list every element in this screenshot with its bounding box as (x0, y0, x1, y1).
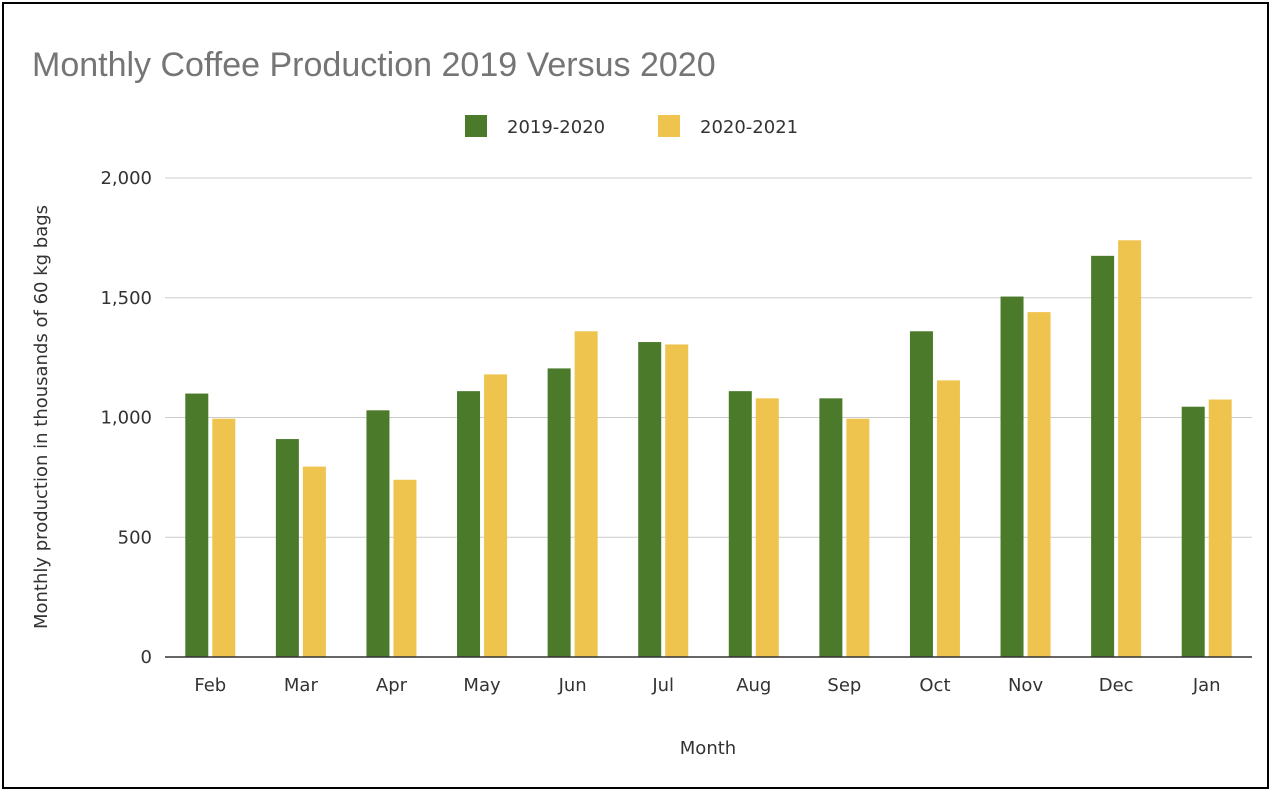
bar-2020-2021-apr (393, 479, 417, 657)
x-tick-label-sep: Sep (827, 675, 861, 696)
x-tick-label-apr: Apr (376, 675, 408, 696)
bar-2020-2021-oct (936, 380, 960, 657)
x-tick-label-jul: Jul (651, 675, 674, 696)
x-tick-label-jun: Jun (558, 675, 587, 696)
bar-2019-2020-mar (275, 439, 299, 657)
x-tick-label-may: May (463, 675, 501, 696)
legend-swatch-2019-2020 (465, 115, 487, 137)
y-axis-title: Monthly production in thousands of 60 kg… (31, 205, 52, 629)
legend-swatch-2020-2021 (658, 115, 680, 137)
bar-2020-2021-jul (665, 344, 689, 657)
bar-2019-2020-jan (1181, 406, 1205, 657)
y-tick-label: 1,000 (100, 408, 152, 429)
legend: 2019-2020 2020-2021 (465, 115, 798, 138)
x-tick-label-jan: Jan (1192, 675, 1221, 696)
bar-2019-2020-jun (547, 368, 571, 657)
chart-title: Monthly Coffee Production 2019 Versus 20… (32, 46, 716, 84)
x-tick-label-feb: Feb (194, 675, 226, 696)
bar-2020-2021-nov (1027, 312, 1051, 657)
gridlines (165, 177, 1252, 538)
x-tick-label-dec: Dec (1099, 675, 1134, 696)
bar-2020-2021-mar (302, 466, 326, 657)
bar-2019-2020-nov (1000, 296, 1024, 657)
x-tick-label-nov: Nov (1008, 675, 1043, 696)
bar-2020-2021-jan (1208, 399, 1232, 657)
bar-2019-2020-dec (1091, 255, 1115, 657)
bar-2019-2020-feb (185, 393, 209, 657)
bar-2019-2020-jul (638, 342, 662, 657)
bar-2020-2021-may (484, 374, 508, 657)
bar-2019-2020-sep (819, 398, 843, 657)
x-axis-ticks: Feb Mar Apr May Jun Jul Aug Sep Oct Nov Dec Jan (194, 675, 1220, 696)
y-tick-label: 0 (141, 647, 152, 668)
y-tick-label: 2,000 (100, 168, 152, 189)
bar-2020-2021-feb (212, 418, 236, 657)
bar-2019-2020-apr (366, 410, 390, 657)
y-tick-label: 500 (118, 527, 152, 548)
bars (185, 240, 1232, 657)
y-axis-ticks: 0 500 1,000 1,500 2,000 (100, 168, 152, 668)
bar-2019-2020-aug (728, 391, 752, 657)
x-tick-label-mar: Mar (284, 675, 319, 696)
bar-2019-2020-oct (909, 331, 933, 657)
bar-2020-2021-aug (755, 398, 779, 657)
x-axis-title: Month (680, 738, 736, 759)
bar-2020-2021-dec (1118, 240, 1142, 657)
x-tick-label-oct: Oct (919, 675, 950, 696)
bar-2020-2021-sep (846, 418, 870, 657)
y-tick-label: 1,500 (100, 288, 152, 309)
legend-label-2020-2021: 2020-2021 (700, 117, 798, 138)
x-tick-label-aug: Aug (736, 675, 771, 696)
bar-2020-2021-jun (574, 331, 598, 657)
bar-2019-2020-may (457, 391, 481, 657)
legend-label-2019-2020: 2019-2020 (507, 117, 605, 138)
